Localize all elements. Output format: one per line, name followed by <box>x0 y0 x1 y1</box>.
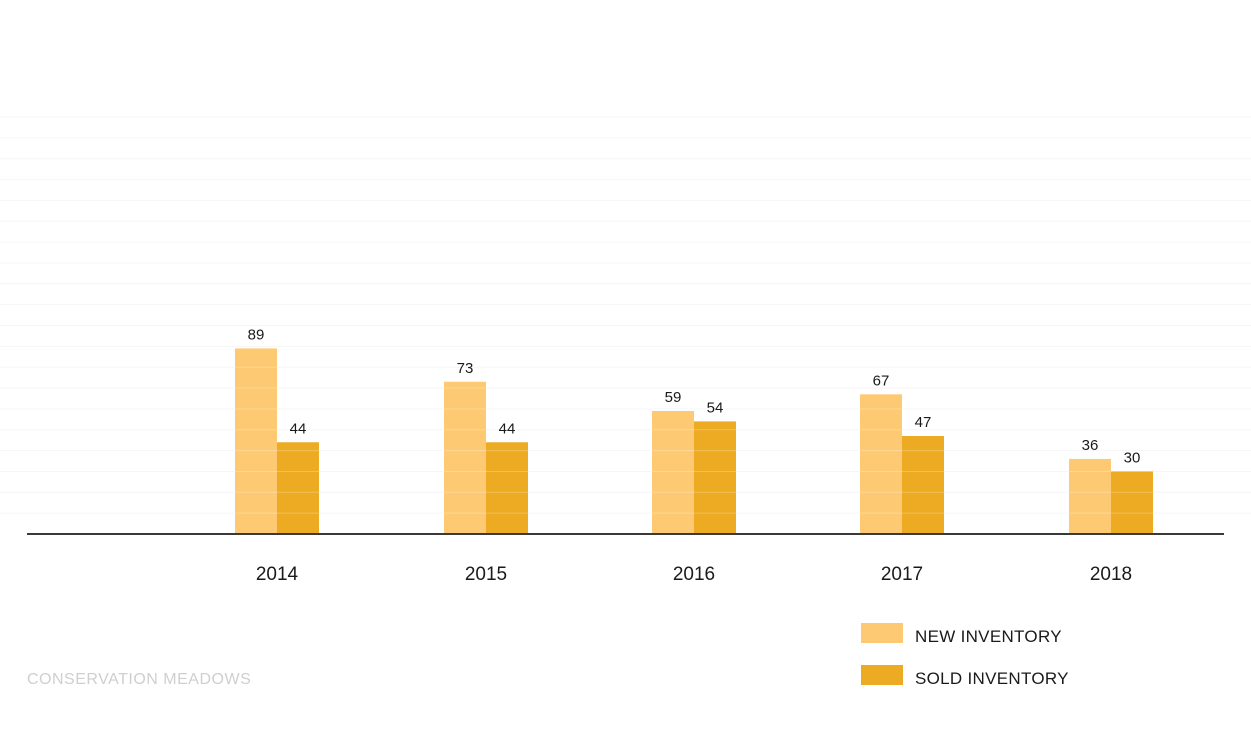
bar-sold-2015 <box>486 442 528 534</box>
bar-sold-2014 <box>277 442 319 534</box>
x-tick-label-2016: 2016 <box>673 564 715 585</box>
bar-new-2018 <box>1069 458 1111 534</box>
bar-sold-2018 <box>1111 471 1153 534</box>
data-label-new-2017: 67 <box>873 372 890 389</box>
bar-new-2014 <box>235 348 277 534</box>
bar-sold-2016 <box>694 421 736 534</box>
legend-label-new: NEW INVENTORY <box>915 627 1062 646</box>
legend-swatch-new <box>861 623 903 643</box>
data-label-new-2014: 89 <box>248 326 265 343</box>
source-footer: CONSERVATION MEADOWS <box>27 671 251 688</box>
bars <box>235 348 1153 534</box>
data-label-sold-2015: 44 <box>499 420 516 437</box>
data-label-new-2015: 73 <box>457 360 474 377</box>
legend-item-new: NEW INVENTORY <box>861 623 1062 646</box>
x-tick-label-2018: 2018 <box>1090 564 1132 585</box>
legend-label-sold: SOLD INVENTORY <box>915 669 1069 688</box>
legend-item-sold: SOLD INVENTORY <box>861 665 1069 688</box>
data-label-sold-2017: 47 <box>915 414 932 431</box>
x-tick-label-2017: 2017 <box>881 564 923 585</box>
data-label-new-2016: 59 <box>665 389 682 406</box>
x-axis-ticks: 2014 2015 2016 2017 2018 <box>256 564 1132 585</box>
bar-new-2017 <box>860 394 902 534</box>
data-labels: 89 44 73 44 59 54 67 47 36 30 <box>248 326 1141 466</box>
legend-swatch-sold <box>861 665 903 685</box>
data-label-sold-2016: 54 <box>707 399 724 416</box>
data-label-new-2018: 36 <box>1082 437 1099 454</box>
legend: NEW INVENTORY SOLD INVENTORY <box>861 623 1069 688</box>
data-label-sold-2014: 44 <box>290 420 307 437</box>
x-tick-label-2015: 2015 <box>465 564 507 585</box>
bar-sold-2017 <box>902 436 944 534</box>
gridlines <box>0 116 1251 514</box>
bar-new-2015 <box>444 381 486 534</box>
x-tick-label-2014: 2014 <box>256 564 299 585</box>
bar-new-2016 <box>652 410 694 534</box>
data-label-sold-2018: 30 <box>1124 449 1141 466</box>
